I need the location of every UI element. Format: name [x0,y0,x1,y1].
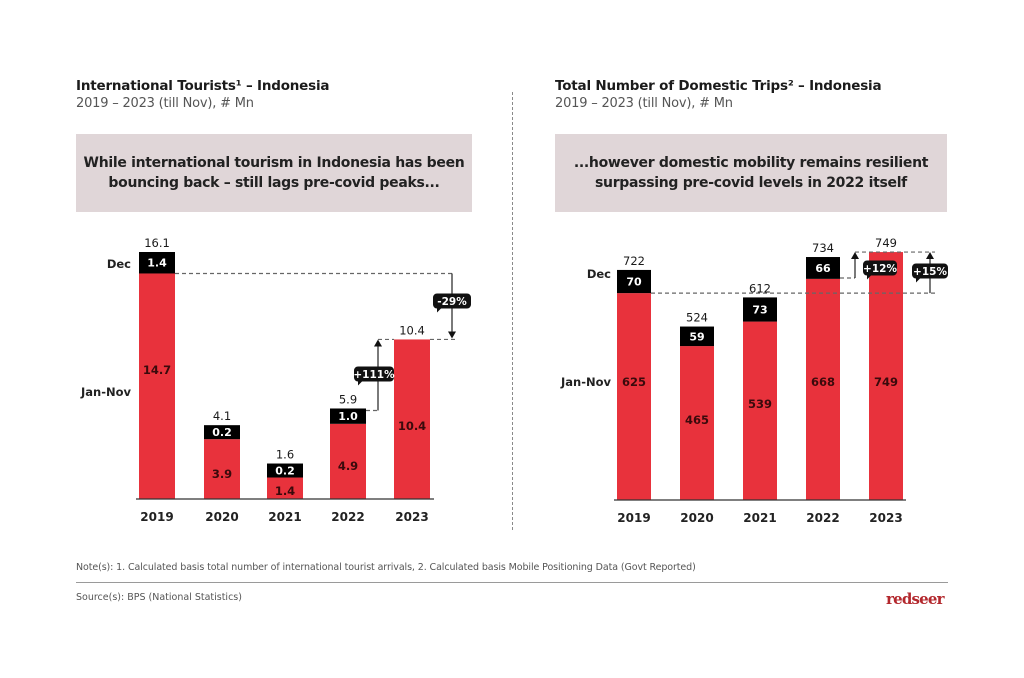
chart2-bar-jan-nov-2020 [680,346,714,500]
chart1-badge-minus-29-bg [433,293,471,313]
chart2-x-tick-2019: 2019 [617,511,650,525]
chart1-bar-dec-2019 [139,252,175,274]
chart2-jan-nov-label-2021: 539 [748,397,772,411]
chart2-total-label-2020: 524 [686,311,708,325]
chart1-x-tick-2023: 2023 [395,510,428,524]
chart2-total-label-2023: 749 [875,236,897,250]
chart2-x-tick-2023: 2023 [869,511,902,525]
chart1-bar-jan-nov-2021 [267,477,303,499]
footnote: Note(s): 1. Calculated basis total numbe… [76,562,696,573]
chart2-legend-dec: Dec [587,267,611,281]
chart2-badge-plus-12: +12% [863,263,897,275]
chart1-arrow-up-head [374,339,382,347]
chart2-total-label-2022: 734 [812,241,834,255]
charts-canvas: 1.4 14.7 16.1 2019 0.2 3.9 4.1 2020 0.2 1.4 1.6 202… [80,236,948,525]
chart2-x-tick-2020: 2020 [680,511,713,525]
chart2-bar-jan-nov-2022 [806,278,840,500]
chart1-bar-jan-nov-2023 [394,339,430,499]
chart1-x-tick-2019: 2019 [140,510,173,524]
left-callout-box: While international tourism in Indonesia… [76,134,472,212]
chart2-badge-plus-12-bg [863,260,897,280]
chart2-dec-label-2019: 70 [626,276,642,289]
chart1-total-label-2022: 5.9 [339,392,357,406]
chart2-bar-jan-nov-2021 [743,321,777,500]
chart1-arrow-down-head [448,331,456,339]
chart1-bar-dec-2022 [330,408,366,424]
chart1-total-label-2021: 1.6 [276,448,294,462]
chart1-jan-nov-label-2023: 10.4 [398,419,426,433]
chart2-bar-jan-nov-2019 [617,293,651,500]
chart2-x-tick-2022: 2022 [806,511,839,525]
chart2-legend-jan-nov: Jan-Nov [560,375,612,389]
right-chart-title: Total Number of Domestic Trips² – Indone… [555,78,882,94]
chart2-total-label-2021: 612 [749,281,771,295]
chart1-badge-plus-111: +111% [353,369,395,381]
chart1-jan-nov-label-2019: 14.7 [143,363,171,377]
chart2-arrow-up-12-head [851,252,859,260]
chart1-total-label-2020: 4.1 [213,409,231,423]
chart2-dec-label-2022: 66 [815,262,831,275]
chart2-jan-nov-label-2019: 625 [622,375,646,389]
chart1-bar-dec-2020 [204,425,240,440]
left-chart-subtitle: 2019 – 2023 (till Nov), # Mn [76,96,254,111]
right-callout-line-2: surpassing pre-covid levels in 2022 itse… [595,175,907,191]
chart1-total-label-2023: 10.4 [399,323,425,337]
chart1-bar-dec-2021 [267,463,303,478]
chart2-bar-dec-2019 [617,269,651,294]
panel-divider [512,92,513,530]
chart2-badge-plus-15-bg [912,263,948,283]
chart1-badge-minus-29: -29% [437,296,467,308]
chart2-total-label-2019: 722 [623,254,645,268]
chart1-dec-label-2022: 1.0 [338,410,358,423]
chart1-dec-label-2019: 1.4 [147,257,167,270]
chart2-arrow-up-15-head [926,252,934,260]
right-callout-line-1: ...however domestic mobility remains res… [573,155,929,171]
footer-divider [76,582,948,583]
chart1-total-label-2019: 16.1 [144,236,170,250]
chart1-dec-label-2020: 0.2 [212,426,232,439]
source-note: Source(s): BPS (National Statistics) [76,592,242,603]
chart1-bar-jan-nov-2019 [139,273,175,499]
chart2-bar-dec-2020 [680,326,714,347]
left-callout-line-1: While international tourism in Indonesia… [83,155,465,171]
chart1-bar-jan-nov-2020 [204,439,240,499]
chart2-dec-label-2020: 59 [689,330,704,343]
chart1-legend-dec: Dec [107,257,131,271]
chart2-jan-nov-label-2022: 668 [811,375,835,389]
chart1-jan-nov-label-2022: 4.9 [338,459,358,473]
chart2-dec-label-2021: 73 [752,303,767,316]
chart1-dec-label-2021: 0.2 [275,465,295,478]
left-chart-title: International Tourists¹ – Indonesia [76,78,330,94]
right-chart-subtitle: 2019 – 2023 (till Nov), # Mn [555,96,733,111]
chart1-x-tick-2020: 2020 [205,510,238,524]
chart1-badge-plus-111-bg [354,366,394,386]
redseer-logo: redseer [886,590,945,608]
left-callout-line-2: bouncing back – still lags pre-covid pea… [108,175,440,191]
chart1-x-tick-2022: 2022 [331,510,364,524]
chart2-badge-plus-15: +15% [913,266,947,278]
chart2-jan-nov-label-2020: 465 [685,413,709,427]
chart2-bar-dec-2021 [743,297,777,322]
chart1-legend-jan-nov: Jan-Nov [80,385,132,399]
chart2-jan-nov-label-2023: 749 [874,375,898,389]
chart2-bar-dec-2022 [806,257,840,279]
chart1-bar-jan-nov-2022 [330,423,366,499]
chart1-jan-nov-label-2020: 3.9 [212,467,232,481]
chart2-x-tick-2021: 2021 [743,511,776,525]
chart1-x-tick-2021: 2021 [268,510,301,524]
chart1-jan-nov-label-2021: 1.4 [275,484,295,498]
right-callout-box: ...however domestic mobility remains res… [555,134,947,212]
